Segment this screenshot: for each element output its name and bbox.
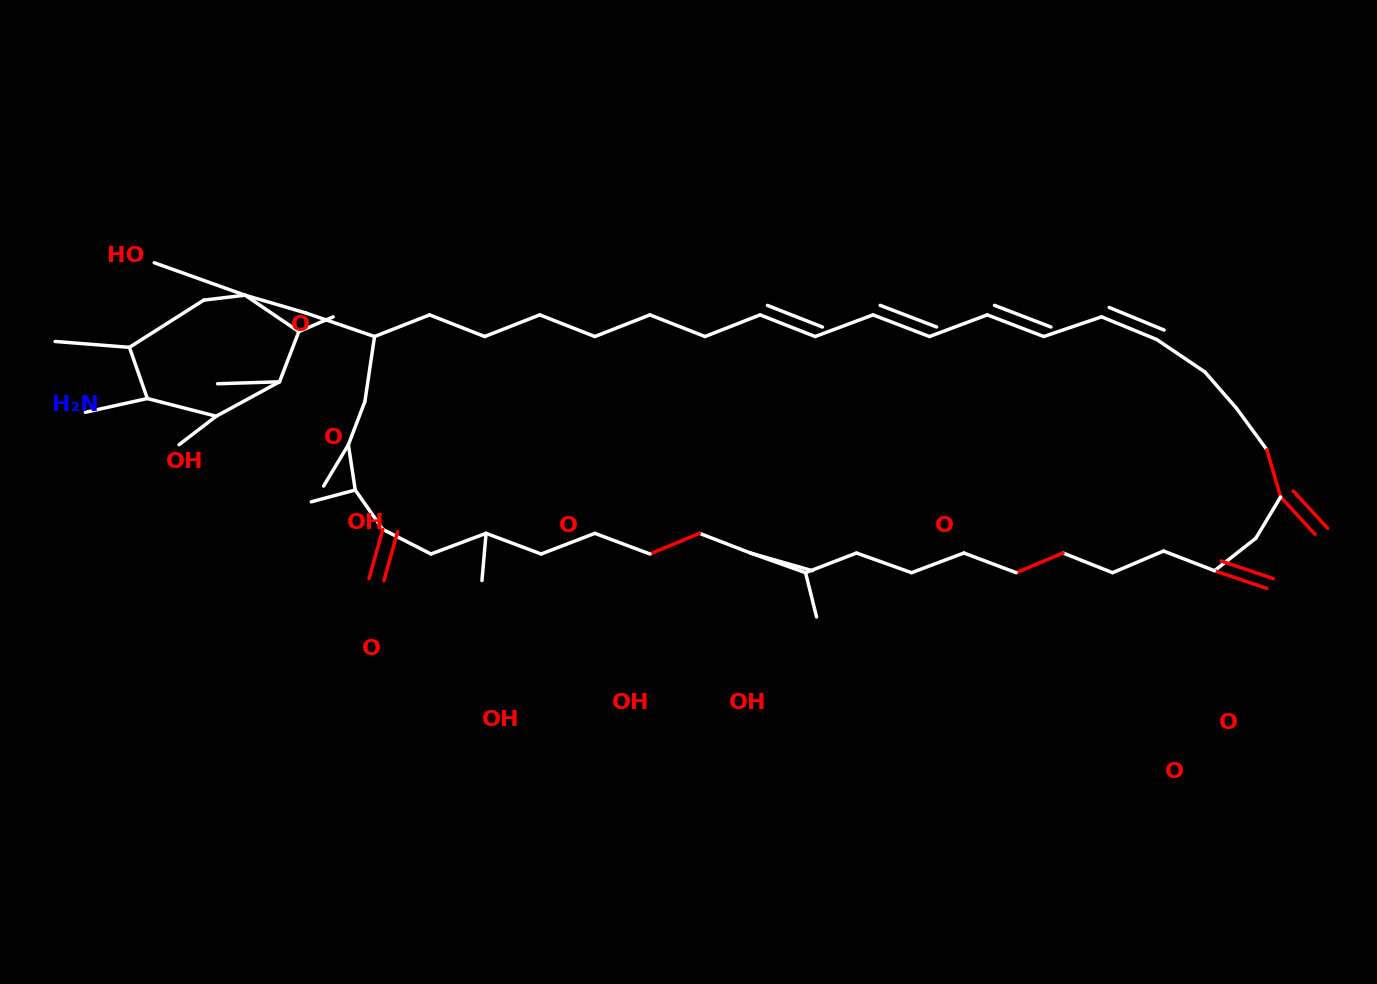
Text: OH: OH [728,693,767,712]
Text: O: O [1219,713,1238,733]
Text: OH: OH [167,453,204,472]
Text: H₂N: H₂N [52,396,99,415]
Text: O: O [362,640,381,659]
Text: O: O [1165,763,1184,782]
Text: O: O [291,315,310,335]
Text: HO: HO [107,246,145,266]
Text: O: O [324,428,343,448]
Text: OH: OH [347,514,384,533]
Text: O: O [935,517,954,536]
Text: OH: OH [611,693,650,712]
Text: O: O [559,517,578,536]
Text: OH: OH [482,710,519,730]
